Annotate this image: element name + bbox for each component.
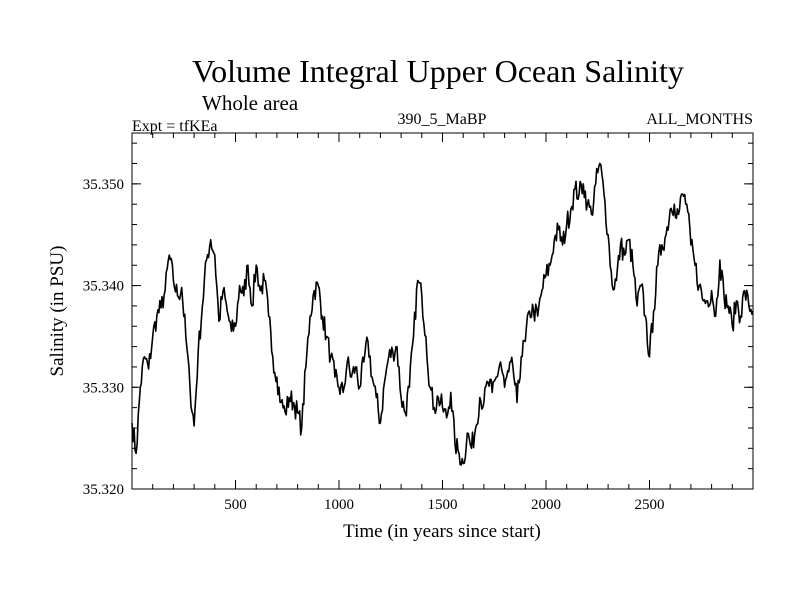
salinity-series-line	[131, 162, 754, 466]
period-label: 390_5_MaBP	[398, 111, 487, 128]
y-tick-label: 35.320	[83, 482, 124, 498]
y-axis-label: Salinity (in PSU)	[47, 246, 68, 377]
x-tick-label: 2500	[635, 497, 665, 513]
y-tick-label: 35.350	[83, 177, 124, 193]
x-tick-label: 1000	[324, 497, 354, 513]
months-label: ALL_MONTHS	[646, 111, 753, 128]
x-tick-label: 1500	[428, 497, 458, 513]
y-tick-label: 35.330	[83, 380, 124, 396]
axis-ticks	[132, 133, 753, 490]
x-axis-label: Time (in years since start)	[343, 521, 541, 542]
experiment-label: Expt = tfKEa	[132, 118, 217, 135]
x-tick-label: 2000	[531, 497, 561, 513]
y-tick-label: 35.340	[83, 279, 124, 295]
x-tick-label: 500	[224, 497, 247, 513]
chart-subtitle: Whole area	[202, 91, 299, 115]
tick-labels: 500 1000 1500 2000 2500 35.320 35.330 35.340 35.…	[83, 177, 665, 513]
chart-title: Volume Integral Upper Ocean Salinity	[192, 53, 684, 89]
plot-frame	[131, 132, 754, 490]
